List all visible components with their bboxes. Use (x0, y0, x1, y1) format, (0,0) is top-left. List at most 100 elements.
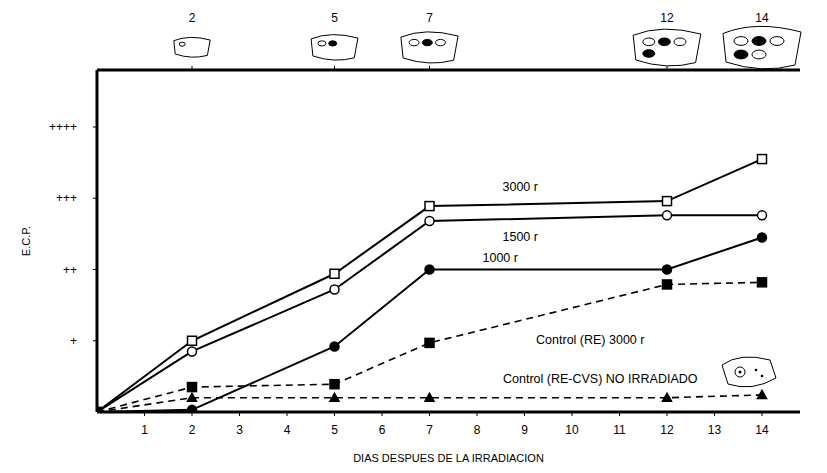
cell-inclusion (761, 375, 764, 378)
series-label: 1500 r (503, 230, 538, 244)
x-tick (239, 412, 240, 416)
cell-inclusion (658, 38, 670, 46)
cell-outline (723, 26, 801, 69)
x-tick-label: 5 (331, 423, 338, 437)
point (663, 265, 672, 274)
top-axis (97, 69, 800, 72)
x-tick-label: 1 (141, 423, 148, 437)
point (425, 393, 434, 401)
x-axis (97, 411, 800, 414)
series-label: Control (RE) 3000 r (536, 333, 644, 347)
y-tick (93, 269, 97, 270)
cell-outline (633, 29, 701, 66)
cell-inclusion (436, 39, 446, 45)
x-tick (429, 412, 430, 416)
x-tick-label: 7 (426, 423, 433, 437)
y-axis (96, 70, 99, 412)
x-tick (382, 412, 383, 416)
series-line (97, 215, 762, 412)
point (188, 347, 197, 356)
cell-inclusion (735, 367, 745, 377)
y-tick-label: + (70, 334, 77, 348)
x-tick (144, 412, 145, 416)
series-label: 3000 r (503, 180, 538, 194)
top-tick-label: 7 (426, 11, 433, 25)
x-tick (572, 412, 573, 416)
y-tick-label: ++++ (49, 120, 77, 134)
cell-inclusion (739, 371, 742, 374)
y-tick (93, 127, 97, 128)
cell-sketch (723, 26, 801, 69)
cell-inclusion (643, 50, 655, 58)
cell-inclusion (734, 37, 748, 46)
point (330, 393, 339, 401)
top-tick-label: 14 (755, 11, 769, 25)
point (330, 380, 339, 389)
point (330, 285, 339, 294)
point (663, 197, 672, 206)
x-tick-label: 8 (474, 423, 481, 437)
cell-inclusion (643, 38, 655, 46)
x-tick-label: 9 (521, 423, 528, 437)
point (663, 211, 672, 220)
point (188, 405, 197, 412)
x-tick-label: 14 (755, 423, 769, 437)
series-label: 1000 r (483, 251, 518, 265)
x-tick-label: 13 (708, 423, 722, 437)
top-tick-label: 2 (189, 11, 196, 25)
cell-inclusion (179, 42, 185, 46)
cell-inclusion (752, 37, 766, 46)
point (425, 265, 434, 274)
top-tick (334, 66, 335, 70)
cell-inclusion (734, 50, 748, 59)
x-tick (477, 412, 478, 416)
top-tick-label: 5 (331, 11, 338, 25)
point (758, 233, 767, 242)
chart: 12345678910111213142571214++++++++++DIAS… (0, 0, 827, 473)
series-line (97, 282, 762, 412)
x-tick (524, 412, 525, 416)
series-line (97, 237, 762, 412)
point (188, 336, 197, 345)
x-tick (334, 412, 335, 416)
x-tick (287, 412, 288, 416)
cell-sketch (174, 37, 210, 57)
x-tick-label: 3 (236, 423, 243, 437)
series-label: Control (RE-CVS) NO IRRADIADO (503, 372, 698, 386)
cell-sketch (722, 357, 776, 387)
point (330, 269, 339, 278)
x-tick-label: 11 (613, 423, 626, 437)
y-tick-label: ++ (63, 263, 77, 277)
x-tick-label: 10 (565, 423, 579, 437)
y-tick (93, 198, 97, 199)
cell-outline (174, 37, 210, 57)
point (663, 393, 672, 401)
point (758, 390, 767, 398)
y-axis-title: E.C.P. (20, 226, 32, 256)
series-line (97, 159, 762, 412)
cell-inclusion (422, 39, 432, 45)
x-tick (667, 412, 668, 416)
top-tick (192, 66, 193, 70)
top-tick (667, 66, 668, 70)
point (663, 280, 672, 289)
cell-sketch (311, 35, 358, 61)
point (425, 202, 434, 211)
x-axis-title: DIAS DESPUES DE LA IRRADIACION (353, 452, 544, 464)
cell-inclusion (752, 50, 766, 59)
x-tick (714, 412, 715, 416)
x-tick (762, 412, 763, 416)
x-tick-label: 4 (284, 423, 291, 437)
point (425, 217, 434, 226)
point (97, 408, 102, 413)
point (188, 393, 197, 401)
cell-inclusion (329, 41, 337, 46)
x-tick (619, 412, 620, 416)
plot-area (97, 155, 767, 412)
cell-inclusion (318, 41, 326, 46)
top-tick (429, 66, 430, 70)
x-tick (192, 412, 193, 416)
x-tick-label: 2 (189, 423, 196, 437)
cell-sketch (633, 29, 701, 66)
point (758, 211, 767, 220)
